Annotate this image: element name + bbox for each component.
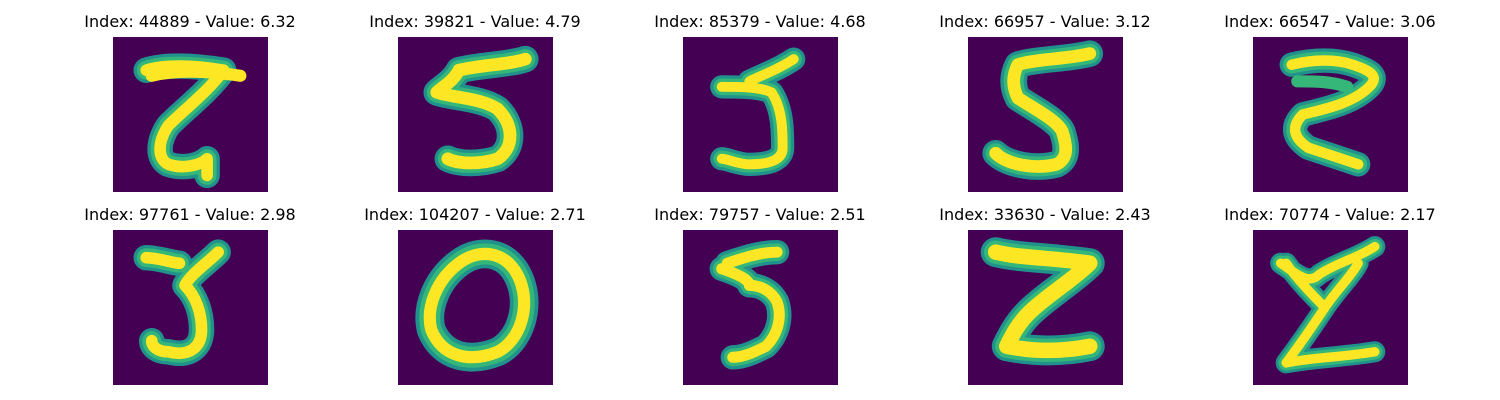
digit-image: [397, 37, 553, 192]
panel-title: Index: 44889 - Value: 6.32: [84, 12, 296, 31]
panel-title: Index: 97761 - Value: 2.98: [84, 205, 296, 224]
digit-image: [112, 230, 268, 385]
digit-image: [112, 37, 268, 192]
panel-8: Index: 79757 - Value: 2.51: [570, 193, 950, 385]
digit-z-image: [112, 37, 268, 192]
panel-title: Index: 70774 - Value: 2.17: [1224, 205, 1436, 224]
digit-z-image: [1252, 37, 1408, 192]
digit-image: [682, 230, 838, 385]
panel-title: Index: 66547 - Value: 3.06: [1224, 12, 1436, 31]
digit-five-image: [967, 37, 1123, 192]
digit-three-image: [682, 230, 838, 385]
digit-five-image: [112, 230, 268, 385]
panel-2: Index: 39821 - Value: 4.79: [285, 0, 665, 192]
digit-sigma-image: [1252, 230, 1408, 385]
digit-three-image: [397, 37, 553, 192]
digit-image: [397, 230, 553, 385]
panel-5: Index: 66547 - Value: 3.06: [1140, 0, 1500, 192]
digit-z-image: [967, 230, 1123, 385]
panel-10: Index: 70774 - Value: 2.17: [1140, 193, 1500, 385]
digit-image: [967, 230, 1123, 385]
panel-title: Index: 66957 - Value: 3.12: [939, 12, 1151, 31]
panel-1: Index: 44889 - Value: 6.32: [0, 0, 380, 192]
panel-title: Index: 39821 - Value: 4.79: [369, 12, 581, 31]
digit-image: [967, 37, 1123, 192]
panel-title: Index: 33630 - Value: 2.43: [939, 205, 1151, 224]
digit-five-image: [682, 37, 838, 192]
panel-6: Index: 97761 - Value: 2.98: [0, 193, 380, 385]
panel-title: Index: 85379 - Value: 4.68: [654, 12, 866, 31]
panel-title: Index: 79757 - Value: 2.51: [654, 205, 866, 224]
digit-image: [682, 37, 838, 192]
panel-7: Index: 104207 - Value: 2.71: [285, 193, 665, 385]
panel-3: Index: 85379 - Value: 4.68: [570, 0, 950, 192]
digit-image: [1252, 37, 1408, 192]
panel-title: Index: 104207 - Value: 2.71: [364, 205, 586, 224]
panel-4: Index: 66957 - Value: 3.12: [855, 0, 1235, 192]
digit-image: [1252, 230, 1408, 385]
panel-9: Index: 33630 - Value: 2.43: [855, 193, 1235, 385]
digit-zero-image: [397, 230, 553, 385]
